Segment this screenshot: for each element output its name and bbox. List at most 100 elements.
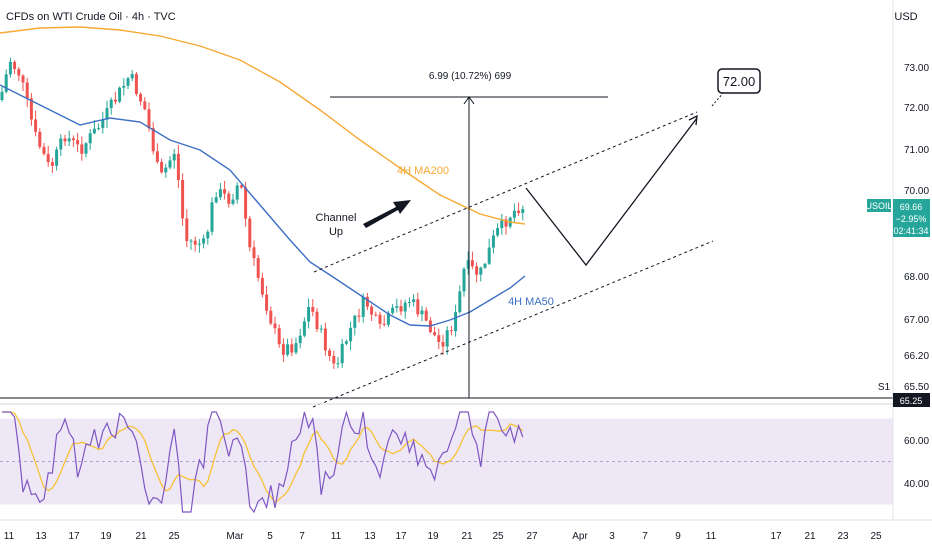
- time-tick-label: 17: [770, 531, 782, 542]
- candle-body: [185, 218, 189, 242]
- candle-body: [344, 341, 348, 344]
- projection-arrowhead: [688, 114, 698, 126]
- candle-body: [412, 299, 416, 303]
- time-tick-label: 3: [609, 531, 615, 542]
- price-tag-price: 69.66: [900, 202, 923, 212]
- candle-body: [92, 128, 96, 134]
- candle-body: [340, 343, 344, 364]
- candle-body: [38, 131, 42, 147]
- candle-body: [281, 344, 285, 355]
- candle-body: [374, 314, 378, 316]
- candle-body: [244, 187, 248, 219]
- candle-body: [311, 307, 315, 312]
- candle-body: [307, 307, 311, 322]
- candle-body: [118, 87, 122, 102]
- candle-body: [29, 98, 33, 120]
- candle-body: [197, 243, 201, 245]
- rsi-line: [2, 410, 524, 514]
- candle-body: [336, 363, 340, 365]
- candle-body: [302, 321, 306, 336]
- candle-body: [139, 94, 143, 102]
- candle-body: [437, 335, 441, 343]
- symbol-tag: [867, 199, 891, 212]
- time-tick-label: 25: [870, 531, 882, 542]
- candlestick-series[interactable]: [0, 57, 525, 369]
- rsi-tick-label: 60.00: [904, 436, 929, 447]
- candle-body: [126, 78, 130, 86]
- candle-body: [172, 153, 176, 161]
- candle-body: [76, 140, 80, 145]
- candle-body: [323, 328, 327, 351]
- candle-body: [168, 160, 172, 168]
- candle-body: [462, 268, 466, 292]
- time-tick-label: 21: [135, 531, 147, 542]
- candle-body: [403, 302, 407, 312]
- moving-averages: [0, 26, 526, 327]
- candle-body: [164, 167, 168, 173]
- candle-body: [63, 138, 67, 142]
- candle-body: [59, 138, 63, 150]
- candle-body: [517, 210, 521, 213]
- time-tick-label: 13: [35, 531, 47, 542]
- currency-label: USD: [894, 11, 917, 23]
- candle-body: [487, 247, 491, 264]
- candle-body: [17, 69, 21, 76]
- candle-body: [433, 332, 437, 336]
- measure-arrowhead: [463, 96, 475, 105]
- candle-body: [483, 263, 487, 268]
- candle-body: [277, 328, 281, 345]
- candle-body: [315, 311, 319, 330]
- candle-body: [273, 323, 277, 329]
- candle-body: [147, 109, 151, 128]
- price-tick-label: 72.00: [904, 103, 929, 114]
- candle-body: [206, 231, 210, 239]
- time-tick-label: 27: [526, 531, 538, 542]
- drawings: [0, 91, 893, 408]
- price-tick-label: 71.00: [904, 145, 929, 156]
- time-tick-label: 23: [837, 531, 849, 542]
- price-tick-label: 67.00: [904, 315, 929, 326]
- candle-body: [25, 82, 29, 99]
- candle-body: [84, 143, 88, 154]
- candle-body: [239, 185, 243, 188]
- price-tag-change: −2.95%: [896, 214, 927, 224]
- candle-body: [223, 189, 227, 194]
- candle-body: [298, 335, 302, 344]
- candle-body: [365, 296, 369, 307]
- candle-body: [269, 310, 273, 324]
- time-tick-label: 17: [68, 531, 80, 542]
- candle-body: [424, 310, 428, 321]
- channel-label-line2: Up: [329, 226, 343, 238]
- candle-body: [214, 197, 218, 203]
- price-tick-label: 70.00: [904, 186, 929, 197]
- candle-body: [496, 228, 500, 236]
- time-tick-label: 19: [427, 531, 439, 542]
- candle-body: [491, 235, 495, 248]
- candle-body: [349, 327, 353, 342]
- candle-body: [458, 291, 462, 313]
- candle-body: [504, 219, 508, 227]
- candle-body: [319, 328, 323, 330]
- candle-body: [353, 315, 357, 328]
- candle-body: [80, 144, 84, 154]
- candle-body: [407, 302, 411, 304]
- candle-body: [55, 149, 59, 166]
- support-tag: [893, 393, 930, 407]
- price-tick-label: 65.50: [904, 382, 929, 393]
- candle-body: [382, 323, 386, 325]
- time-tick-label: 19: [100, 531, 112, 542]
- candle-body: [143, 101, 147, 110]
- ma50-label: 4H MA50: [508, 296, 554, 308]
- time-tick-label: 5: [267, 531, 273, 542]
- candle-body: [290, 344, 294, 353]
- candle-body: [109, 99, 113, 109]
- time-tick-label: 11: [4, 531, 15, 542]
- candle-body: [420, 310, 424, 315]
- time-tick-label: 13: [364, 531, 376, 542]
- candle-body: [454, 312, 458, 332]
- symbol-tag-label: USOIL: [865, 201, 892, 211]
- candle-body: [479, 267, 483, 275]
- time-tick-label: 25: [168, 531, 180, 542]
- candle-body: [101, 119, 105, 128]
- ma50-line: [0, 84, 526, 327]
